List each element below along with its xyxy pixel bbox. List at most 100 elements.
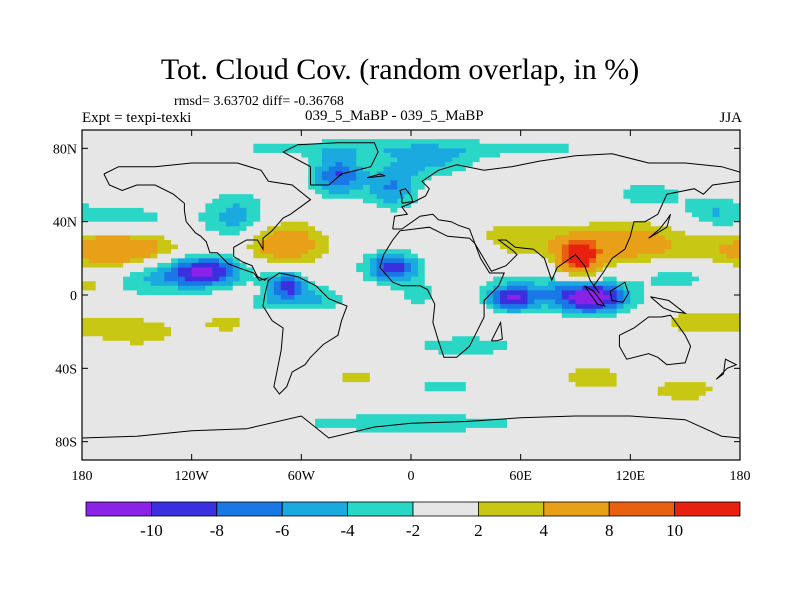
heatmap-cell bbox=[527, 285, 535, 292]
heatmap-cell bbox=[472, 317, 481, 324]
heatmap-cell bbox=[493, 180, 501, 186]
heatmap-cell bbox=[150, 134, 158, 140]
heatmap-cell bbox=[397, 244, 405, 250]
heatmap-cell bbox=[513, 345, 522, 351]
heatmap-cell bbox=[671, 152, 679, 159]
heatmap-cell bbox=[671, 139, 679, 145]
heatmap-cell bbox=[534, 230, 542, 237]
heatmap-cell bbox=[520, 194, 529, 200]
heatmap-cell bbox=[260, 180, 268, 186]
heatmap-cell bbox=[129, 290, 138, 296]
heatmap-cell bbox=[342, 212, 350, 218]
heatmap-cell bbox=[95, 322, 104, 328]
heatmap-cell bbox=[678, 134, 686, 140]
heatmap-cell bbox=[486, 363, 494, 369]
heatmap-cell bbox=[733, 290, 740, 296]
heatmap-cell bbox=[554, 262, 563, 269]
heatmap-cell bbox=[157, 295, 165, 301]
heatmap-cell bbox=[239, 359, 248, 365]
heatmap-cell bbox=[171, 152, 179, 159]
heatmap-cell bbox=[445, 217, 453, 223]
heatmap-cell bbox=[554, 194, 563, 200]
heatmap-cell bbox=[712, 331, 721, 337]
heatmap-cell bbox=[287, 226, 296, 232]
heatmap-cell bbox=[232, 139, 241, 145]
heatmap-cell bbox=[383, 276, 392, 282]
heatmap-cell bbox=[335, 162, 344, 168]
heatmap-cell bbox=[116, 350, 124, 356]
heatmap-cell bbox=[417, 285, 426, 292]
heatmap-cell bbox=[95, 317, 104, 324]
heatmap-cell bbox=[644, 212, 652, 218]
heatmap-cell bbox=[301, 345, 309, 351]
heatmap-cell bbox=[637, 359, 645, 365]
heatmap-cell bbox=[363, 295, 371, 301]
heatmap-cell bbox=[596, 148, 604, 154]
heatmap-cell bbox=[582, 235, 590, 241]
heatmap-cell bbox=[417, 212, 426, 218]
heatmap-cell bbox=[671, 295, 679, 301]
heatmap-cell bbox=[301, 340, 309, 347]
heatmap-cell bbox=[657, 350, 666, 356]
heatmap-cell bbox=[308, 317, 316, 324]
heatmap-cell bbox=[369, 359, 378, 365]
heatmap-cell bbox=[534, 267, 542, 273]
heatmap-cell bbox=[177, 336, 186, 342]
heatmap-cell bbox=[171, 244, 179, 250]
heatmap-cell bbox=[273, 217, 282, 223]
heatmap-cell bbox=[95, 148, 104, 154]
heatmap-cell bbox=[369, 276, 378, 282]
heatmap-cell bbox=[267, 262, 275, 269]
heatmap-cell bbox=[123, 331, 131, 337]
heatmap-cell bbox=[493, 317, 501, 324]
heatmap-cell bbox=[472, 139, 481, 145]
heatmap-cell bbox=[287, 134, 296, 140]
heatmap-cell bbox=[561, 148, 570, 154]
heatmap-cell bbox=[219, 336, 227, 342]
heatmap-cell bbox=[356, 240, 364, 246]
heatmap-cell bbox=[561, 217, 570, 223]
heatmap-cell bbox=[397, 354, 405, 360]
heatmap-cell bbox=[506, 336, 515, 342]
heatmap-cell bbox=[554, 276, 563, 282]
heatmap-cell bbox=[609, 198, 618, 204]
heatmap-cell bbox=[623, 340, 631, 347]
heatmap-cell bbox=[280, 345, 289, 351]
heatmap-cell bbox=[253, 363, 261, 369]
heatmap-cell bbox=[260, 148, 268, 154]
heatmap-cell bbox=[129, 350, 138, 356]
heatmap-cell bbox=[232, 308, 241, 314]
heatmap-cell bbox=[280, 175, 289, 182]
heatmap-cell bbox=[575, 221, 583, 227]
heatmap-cell bbox=[143, 363, 152, 369]
heatmap-cell bbox=[232, 143, 241, 149]
heatmap-cell bbox=[184, 327, 193, 333]
heatmap-cell bbox=[589, 285, 597, 292]
heatmap-cell bbox=[411, 276, 419, 282]
heatmap-cell bbox=[342, 262, 350, 269]
heatmap-cell bbox=[692, 143, 700, 149]
heatmap-cell bbox=[280, 313, 289, 319]
heatmap-cell bbox=[548, 226, 556, 232]
heatmap-cell bbox=[733, 304, 740, 310]
heatmap-cell bbox=[479, 230, 487, 237]
heatmap-cell bbox=[376, 304, 385, 310]
heatmap-cell bbox=[733, 217, 740, 223]
heatmap-cell bbox=[177, 189, 186, 195]
heatmap-cell bbox=[198, 198, 206, 204]
heatmap-cell bbox=[253, 249, 261, 255]
heatmap-cell bbox=[554, 354, 563, 360]
heatmap-cell bbox=[143, 134, 152, 140]
heatmap-cell bbox=[198, 285, 206, 292]
heatmap-cell bbox=[698, 217, 707, 223]
heatmap-cell bbox=[438, 327, 446, 333]
heatmap-cell bbox=[246, 285, 254, 292]
heatmap-cell bbox=[719, 221, 727, 227]
heatmap-cell bbox=[335, 345, 344, 351]
heatmap-cell bbox=[383, 162, 392, 168]
heatmap-cell bbox=[363, 180, 371, 186]
heatmap-cell bbox=[232, 262, 241, 269]
heatmap-cell bbox=[253, 130, 261, 136]
heatmap-cell bbox=[664, 359, 673, 365]
heatmap-cell bbox=[315, 207, 323, 214]
